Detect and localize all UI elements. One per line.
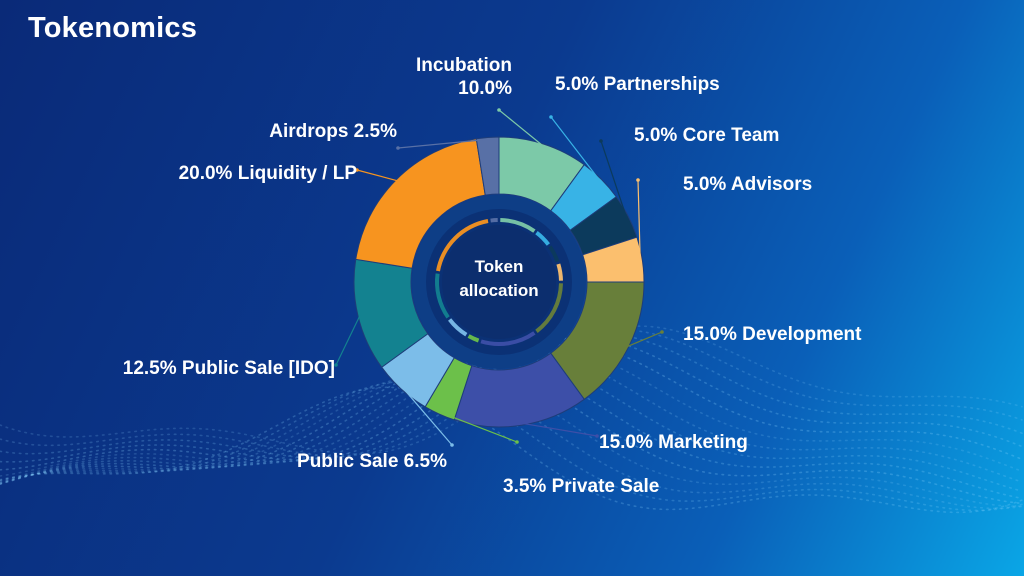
inner-ring-segment	[535, 283, 563, 333]
leader-line	[335, 315, 361, 366]
inner-ring-segment	[448, 318, 468, 337]
slice-label: 5.0% Core Team	[634, 125, 779, 146]
wave-line	[0, 364, 1023, 505]
slice-label: Public Sale 6.5%	[297, 451, 447, 472]
wave-line	[0, 369, 1023, 508]
slice-label: 15.0% Marketing	[599, 432, 748, 453]
leader-line	[402, 387, 453, 446]
leader-dot	[334, 363, 338, 367]
leader-line	[637, 179, 641, 260]
leader-dot	[599, 139, 603, 143]
slice-label: 3.5% Private Sale	[503, 476, 659, 497]
inner-ring-segment	[434, 273, 450, 319]
slice-label: 5.0% Partnerships	[555, 74, 720, 95]
leader-dot	[636, 178, 640, 182]
leader-dot	[355, 168, 359, 172]
inner-ring-segment	[556, 263, 563, 281]
wave-line	[0, 386, 1023, 514]
slice-label: 12.5% Public Sale [IDO]	[123, 358, 335, 379]
inner-ring-segment	[480, 331, 536, 346]
leader-dot	[595, 434, 599, 438]
leader-line	[600, 140, 627, 218]
inner-ring-segment	[467, 334, 480, 343]
center-label-line-1: Token	[475, 257, 524, 276]
leader-line	[439, 411, 518, 443]
inner-ring-segment	[548, 245, 560, 263]
leader-dot	[396, 146, 400, 150]
leader-dot	[660, 330, 664, 334]
wave-line	[0, 345, 1023, 477]
leader-dot	[549, 115, 553, 119]
inner-ring-segment	[490, 218, 498, 223]
slice-label: 20.0% Liquidity / LP	[179, 163, 358, 184]
slice-airdrops	[475, 136, 500, 196]
center-label-line-2: allocation	[459, 281, 538, 300]
leader-line	[550, 116, 601, 182]
inner-ring-segment	[500, 218, 536, 233]
leader-line	[356, 169, 399, 182]
wave-line	[0, 359, 1023, 500]
slice-label: 15.0% Development	[683, 324, 862, 345]
inner-ring-segment	[535, 231, 550, 246]
leader-line	[397, 138, 488, 149]
slice-label: 10.0%	[458, 78, 512, 99]
leader-line	[498, 109, 544, 147]
leader-dot	[497, 108, 501, 112]
leader-line	[626, 331, 663, 348]
leader-dot	[515, 440, 519, 444]
slide-title: Tokenomics	[28, 12, 198, 44]
leader-dot	[450, 443, 454, 447]
center-disc	[442, 225, 556, 339]
slice-label: Incubation	[416, 55, 512, 76]
slice-label: 5.0% Advisors	[683, 174, 812, 195]
slice-label: Airdrops 2.5%	[269, 121, 397, 142]
leader-line	[521, 422, 598, 437]
